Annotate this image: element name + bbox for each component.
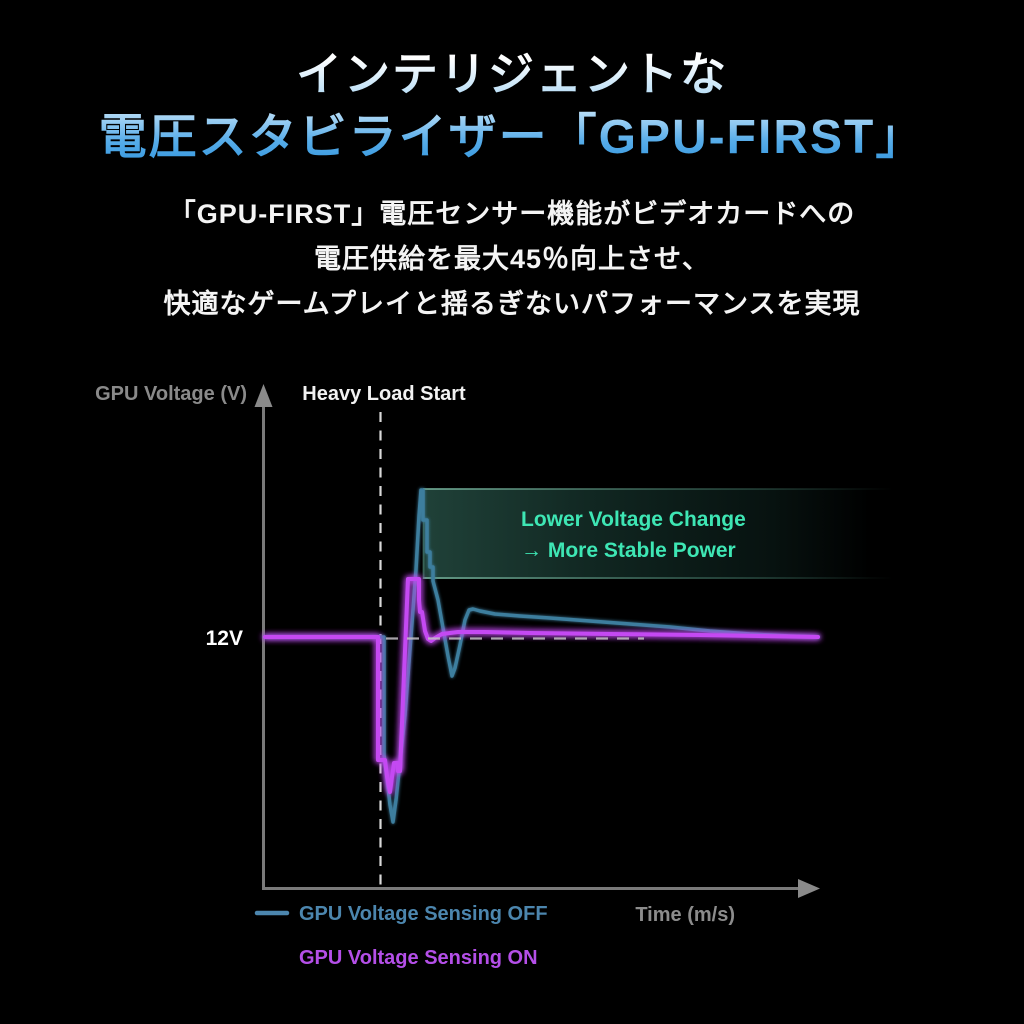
x-axis-label: Time (m/s) xyxy=(635,904,735,926)
legend-label-off: GPU Voltage Sensing OFF xyxy=(299,903,548,925)
subtitle-line3: 快適なゲームプレイと揺るぎないパフォーマンスを実現 xyxy=(163,289,861,319)
annotation-band-top-edge xyxy=(423,488,893,490)
title-line2: 電圧スタビライザー「GPU-FIRST」 xyxy=(0,106,1024,170)
annotation-band-left-edge xyxy=(422,489,425,579)
event-label: Heavy Load Start xyxy=(302,383,466,405)
x-axis-arrow-icon xyxy=(798,879,820,898)
subtitle-line2: 電圧供給を最大45％向上させ、 xyxy=(313,244,711,274)
page-subtitle: 「GPU-FIRST」電圧センサー機能がビデオカードへの 電圧供給を最大45％向… xyxy=(0,192,1024,327)
annotation-band-bottom-edge xyxy=(423,577,893,579)
y-axis-arrow-icon xyxy=(254,384,273,407)
legend: GPU Voltage Sensing OFF GPU Voltage Sens… xyxy=(254,903,548,969)
series-sensing-on xyxy=(263,577,820,794)
title-line1: インテリジェントな xyxy=(0,42,1024,106)
annotation-line2: → More Stable Power xyxy=(521,539,736,562)
page-title: インテリジェントな 電圧スタビライザー「GPU-FIRST」 xyxy=(0,42,1024,170)
annotation-line1: Lower Voltage Change xyxy=(521,508,746,531)
subtitle-line1: 「GPU-FIRST」電圧センサー機能がビデオカードへの xyxy=(168,199,856,229)
y-axis-label: GPU Voltage (V) xyxy=(95,383,247,405)
baseline-label: 12V xyxy=(206,627,243,650)
legend-label-on: GPU Voltage Sensing ON xyxy=(299,947,538,969)
series-sensing-off xyxy=(263,488,820,824)
annotation-band xyxy=(423,489,870,579)
